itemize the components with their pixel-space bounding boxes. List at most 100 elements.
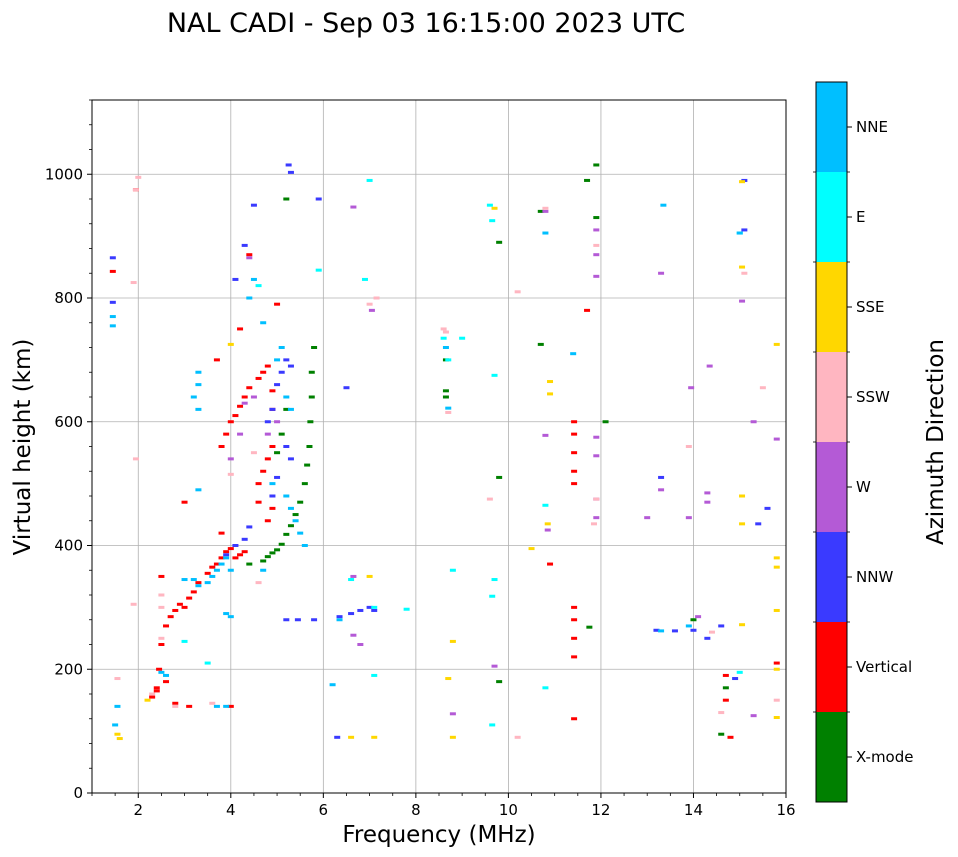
echo-point-e	[255, 284, 262, 288]
y-tick-label: 200	[54, 660, 83, 678]
echo-point-vertical	[204, 571, 211, 575]
echo-point-vertical	[158, 643, 165, 646]
echo-point-sse	[773, 342, 780, 346]
echo-point-nnw	[283, 445, 290, 448]
echo-point-vertical	[172, 608, 179, 612]
echo-point-sse	[773, 565, 780, 569]
echo-point-sse	[547, 392, 554, 396]
echo-point-nnw	[336, 615, 343, 619]
echo-point-vertical	[241, 395, 248, 399]
echo-point-x-mode	[496, 680, 503, 684]
echo-point-nnw	[371, 608, 378, 612]
echo-point-e	[348, 578, 355, 582]
echo-point-sse	[116, 737, 123, 741]
echo-point-nnw	[294, 618, 301, 622]
echo-point-nne	[660, 203, 667, 207]
echo-point-nnw	[718, 624, 725, 628]
echo-point-vertical	[213, 562, 220, 566]
echo-point-e	[491, 373, 498, 377]
echo-point-vertical	[571, 482, 578, 486]
echo-point-vertical	[153, 689, 160, 693]
echo-point-vertical	[571, 655, 578, 659]
echo-point-ssw	[773, 698, 780, 702]
echo-point-w	[227, 457, 234, 461]
echo-point-vertical	[571, 636, 578, 640]
echo-point-ssw	[135, 175, 142, 179]
echo-point-vertical	[237, 404, 244, 408]
echo-point-e	[403, 607, 410, 611]
echo-point-vertical	[274, 302, 281, 306]
echo-point-nne	[158, 670, 165, 674]
echo-point-vertical	[218, 556, 225, 560]
echo-point-vertical	[237, 553, 244, 557]
x-tick-label: 14	[684, 801, 703, 819]
echo-point-e	[204, 661, 211, 665]
colorbar-tick-label: X-mode	[856, 748, 913, 766]
echo-point-x-mode	[602, 420, 609, 424]
echo-point-nne	[274, 358, 281, 362]
echo-point-vertical	[571, 605, 578, 609]
echo-point-ssw	[132, 188, 139, 192]
echo-point-e	[440, 336, 447, 340]
echo-point-ssw	[759, 386, 766, 390]
echo-point-vertical	[727, 735, 734, 739]
echo-point-x-mode	[496, 240, 503, 244]
echo-point-e	[542, 686, 549, 690]
echo-point-vertical	[227, 704, 234, 708]
echo-point-w	[350, 574, 357, 578]
colorbar-tick-label: E	[856, 208, 865, 226]
x-tick-label: 16	[776, 801, 795, 819]
echo-point-w	[542, 209, 549, 213]
echo-point-nnw	[287, 364, 294, 368]
echo-point-sse	[445, 677, 452, 681]
echo-point-sse	[739, 623, 746, 627]
echo-point-w	[593, 435, 600, 439]
echo-point-nne	[223, 556, 230, 560]
echo-point-x-mode	[442, 389, 449, 393]
colorbar-swatch-e	[816, 172, 847, 262]
echo-point-nnw	[348, 612, 355, 616]
echo-point-x-mode	[260, 559, 267, 563]
colorbar-frame	[815, 81, 848, 803]
echo-point-nne	[195, 584, 202, 588]
echo-point-w	[695, 615, 702, 619]
echo-point-x-mode	[287, 524, 294, 528]
echo-point-nne	[250, 277, 257, 281]
echo-point-nne	[301, 544, 308, 547]
echo-point-vertical	[264, 457, 271, 461]
echo-point-nne	[269, 482, 276, 486]
echo-point-nne	[329, 683, 336, 687]
echo-point-vertical	[264, 519, 271, 523]
echo-point-nne	[163, 673, 170, 677]
x-tick-label: 8	[411, 801, 421, 819]
echo-point-x-mode	[278, 542, 285, 546]
echo-point-nnw	[315, 197, 322, 201]
echo-point-ssw	[442, 330, 449, 334]
echo-point-vertical	[571, 618, 578, 622]
echo-point-nnw	[232, 544, 239, 547]
echo-point-nnw	[232, 277, 239, 281]
echo-point-nne	[542, 231, 549, 235]
colorbar-swatch-x-mode	[816, 712, 847, 802]
echo-point-x-mode	[537, 342, 544, 346]
echo-point-nne	[287, 407, 294, 411]
echo-point-x-mode	[297, 500, 304, 504]
echo-point-vertical	[218, 445, 225, 448]
echo-point-ssw	[130, 281, 137, 285]
echo-point-nne	[570, 352, 577, 356]
echo-point-vertical	[571, 432, 578, 436]
echo-point-vertical	[186, 596, 193, 600]
echo-point-sse	[371, 735, 378, 739]
echo-point-vertical	[163, 680, 170, 684]
echo-point-nne	[260, 321, 267, 325]
echo-point-x-mode	[311, 346, 318, 349]
echo-point-nnw	[223, 553, 230, 557]
echo-point-nnw	[671, 629, 678, 633]
echo-point-vertical	[246, 386, 253, 390]
colorbar-swatch-ssw	[816, 352, 847, 442]
echo-point-sse	[547, 380, 554, 384]
colorbar-tick-label: Vertical	[856, 658, 912, 676]
echo-point-e	[489, 219, 496, 223]
echo-point-sse	[739, 265, 746, 269]
colorbar-tick-label: NNE	[856, 118, 888, 136]
